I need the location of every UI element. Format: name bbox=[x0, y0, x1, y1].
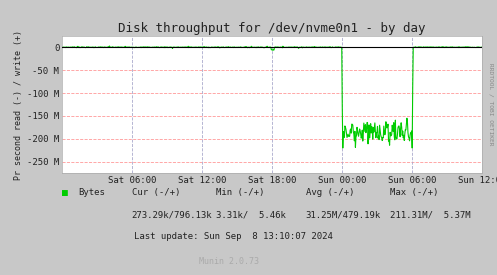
Text: Cur (-/+): Cur (-/+) bbox=[132, 188, 180, 197]
Text: Last update: Sun Sep  8 13:10:07 2024: Last update: Sun Sep 8 13:10:07 2024 bbox=[134, 232, 333, 241]
Y-axis label: Pr second read (-) / write (+): Pr second read (-) / write (+) bbox=[14, 29, 23, 180]
Text: Munin 2.0.73: Munin 2.0.73 bbox=[199, 257, 259, 266]
Text: 3.31k/  5.46k: 3.31k/ 5.46k bbox=[216, 210, 286, 219]
Title: Disk throughput for /dev/nvme0n1 - by day: Disk throughput for /dev/nvme0n1 - by da… bbox=[118, 21, 426, 35]
Text: Min (-/+): Min (-/+) bbox=[216, 188, 264, 197]
Text: Max (-/+): Max (-/+) bbox=[390, 188, 438, 197]
Text: Avg (-/+): Avg (-/+) bbox=[306, 188, 354, 197]
Text: RRDTOOL / TOBI OETIKER: RRDTOOL / TOBI OETIKER bbox=[489, 63, 494, 146]
Text: 211.31M/  5.37M: 211.31M/ 5.37M bbox=[390, 210, 471, 219]
Text: 31.25M/479.19k: 31.25M/479.19k bbox=[306, 210, 381, 219]
Text: 273.29k/796.13k: 273.29k/796.13k bbox=[132, 210, 212, 219]
Text: ■: ■ bbox=[62, 188, 68, 198]
Text: Bytes: Bytes bbox=[78, 188, 105, 197]
